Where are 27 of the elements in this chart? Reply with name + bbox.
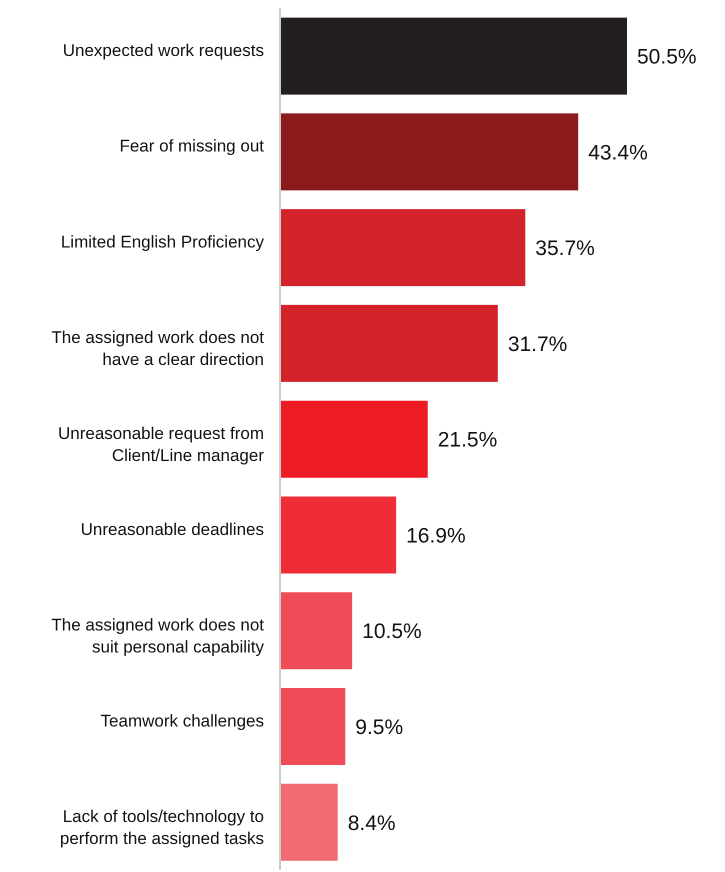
bar — [280, 592, 352, 670]
data-label: 9.5% — [355, 716, 404, 739]
bar — [280, 209, 526, 286]
data-label: 35.7% — [535, 237, 595, 260]
y-tick-label: Fear of missing out — [119, 136, 264, 156]
bar — [280, 496, 396, 574]
data-label: 50.5% — [637, 46, 697, 69]
y-tick-label: Unreasonable request from Client/Line manager — [58, 424, 264, 465]
bar — [280, 688, 346, 766]
data-label: 16.9% — [406, 524, 466, 548]
y-tick-label: The assigned work does not have a clear direction — [51, 328, 264, 370]
bar — [280, 304, 498, 382]
data-label: 21.5% — [438, 428, 498, 452]
y-tick-label: Unreasonable deadlines — [80, 520, 264, 539]
y-tick-label: The assigned work does not suit personal capability — [51, 616, 264, 657]
data-label: 43.4% — [588, 141, 648, 164]
bar — [280, 784, 338, 861]
data-label: 31.7% — [508, 332, 568, 356]
bar — [280, 400, 428, 478]
data-label: 10.5% — [362, 620, 422, 644]
y-tick-label: Teamwork challenges — [100, 711, 264, 730]
bar — [280, 18, 627, 95]
y-tick-label: Lack of tools/technology to perform the assigned tasks — [60, 807, 264, 848]
y-tick-label: Limited English Proficiency — [60, 232, 264, 252]
bar — [280, 113, 578, 190]
y-tick-label: Unexpected work requests — [62, 40, 264, 60]
data-label: 8.4% — [348, 812, 396, 835]
